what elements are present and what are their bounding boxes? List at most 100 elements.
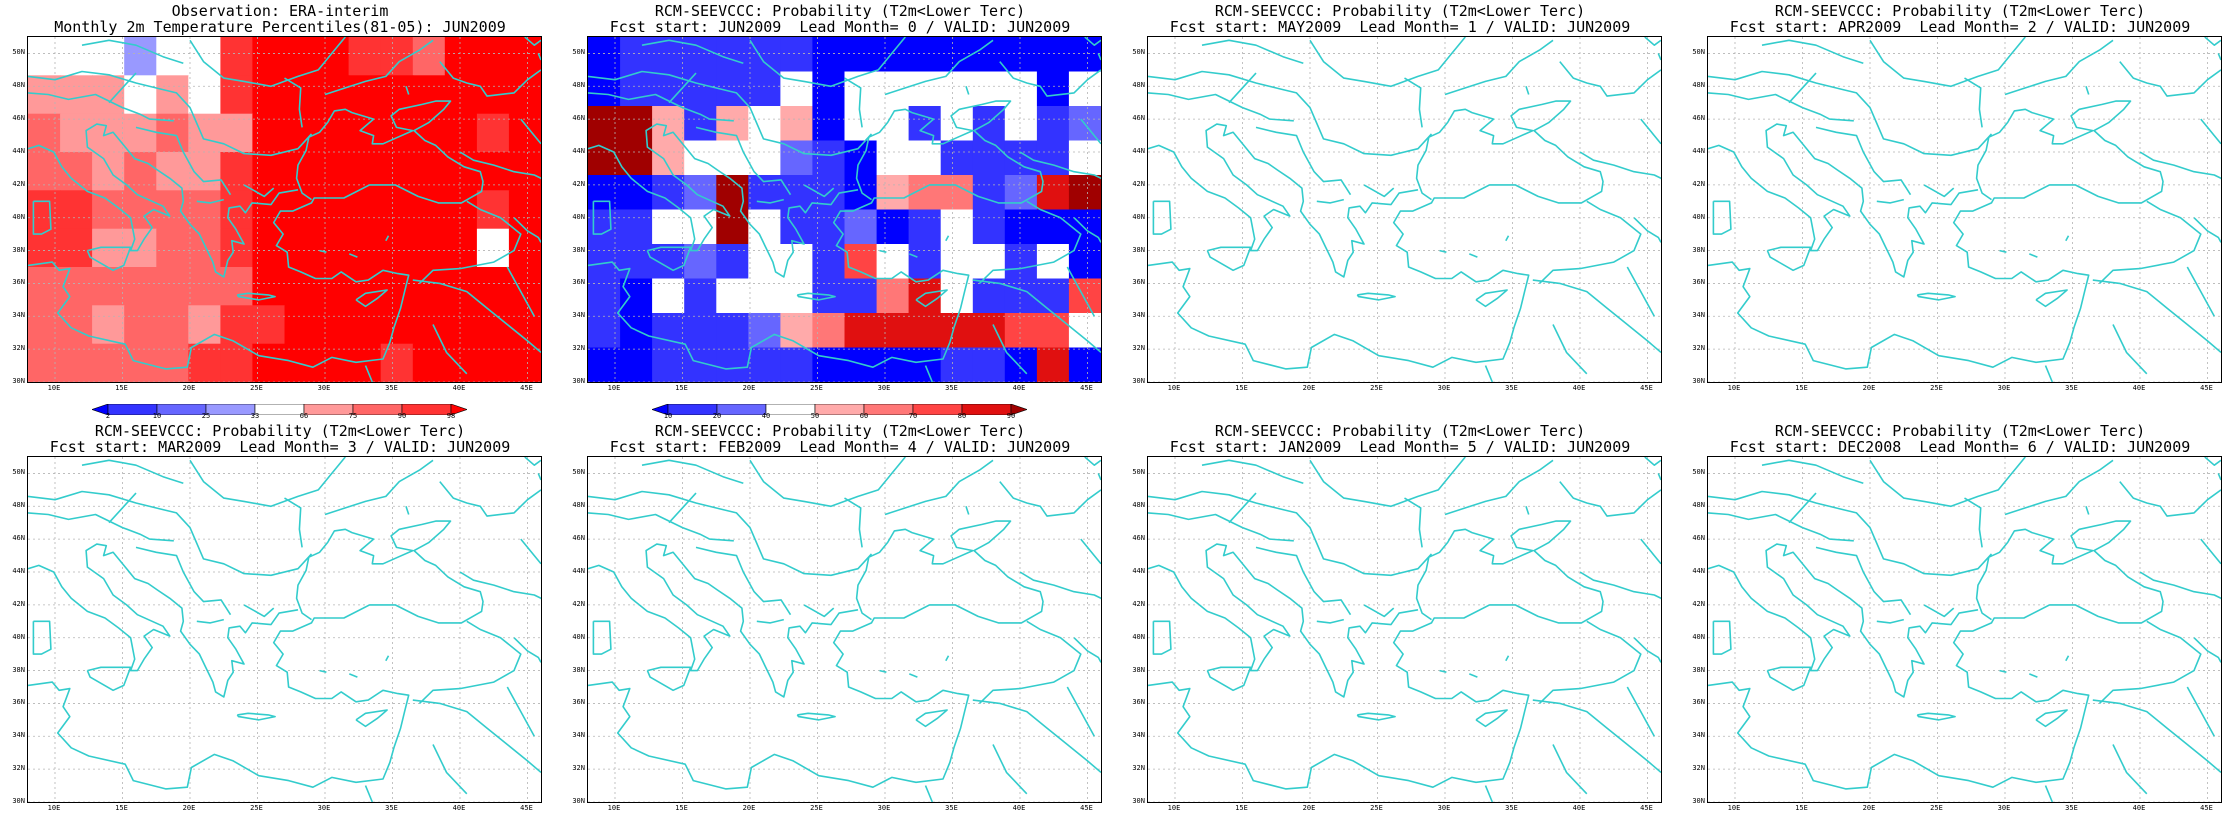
lat-tick-label: 42N <box>1692 599 1705 608</box>
lat-tick-label: 34N <box>12 311 25 320</box>
coastline <box>588 490 873 577</box>
coastline <box>319 669 327 673</box>
grid-cell <box>1004 106 1038 142</box>
coastline <box>1309 457 1466 508</box>
coastline <box>992 744 1028 795</box>
grid-cell <box>476 113 510 153</box>
lon-tick-label: 10E <box>1727 804 1741 812</box>
grid-cell <box>92 190 125 230</box>
lon-tick-label: 40E <box>452 804 466 812</box>
coastline <box>1712 200 1732 235</box>
lon-tick-label: 20E <box>182 804 196 812</box>
coastline <box>1019 151 1101 180</box>
map-area <box>27 36 542 383</box>
coastline <box>28 543 299 698</box>
map-svg <box>1708 457 2221 802</box>
lat-tick-label: 40N <box>1692 212 1705 221</box>
coastline <box>1708 92 1854 122</box>
coastline <box>1505 235 1510 242</box>
colorbar-label: 60 <box>859 412 869 420</box>
grid-cell <box>124 267 157 306</box>
grid-cell <box>476 305 510 345</box>
panel-title: RCM-SEEVCCC: Probability (T2m<Lower Terc… <box>654 422 1026 440</box>
coastline <box>1815 546 1912 616</box>
coastline <box>1579 571 1661 600</box>
lat-tick-label: 44N <box>572 147 585 155</box>
lat-tick-label: 36N <box>1692 698 1705 707</box>
grid-cell <box>620 244 653 280</box>
lat-tick-label: 50N <box>12 468 25 477</box>
lon-tick-label: 30E <box>877 804 891 812</box>
lat-tick-label: 36N <box>1692 278 1705 287</box>
grid-cell <box>188 267 221 306</box>
coastline <box>2065 235 2070 242</box>
lat-tick-label: 42N <box>1132 179 1145 188</box>
grid-cell <box>124 37 157 76</box>
lat-tick-label: 40N <box>1132 632 1145 641</box>
coastline <box>915 289 948 308</box>
colorbar-label: 98 <box>446 412 456 420</box>
coastline <box>1869 37 2026 88</box>
grid-cell <box>476 228 510 268</box>
coastline <box>2098 200 2202 284</box>
lat-tick-label: 42N <box>572 179 585 188</box>
map-panel-lead4: RCM-SEEVCCC: Probability (T2m<Lower Terc… <box>560 420 1120 840</box>
grid-cell <box>780 347 814 382</box>
coastline <box>1708 543 1979 698</box>
lon-tick-label: 20E <box>742 804 756 812</box>
grid-cell <box>972 140 1006 176</box>
grid-cell <box>1004 313 1038 349</box>
grid-cell <box>652 278 685 314</box>
grid-cell <box>812 71 846 107</box>
panel-subtitle: Fcst start: MAR2009 Lead Month= 3 / VALI… <box>49 438 511 456</box>
grid-cell <box>412 113 446 153</box>
grid-cell <box>156 190 189 230</box>
coastline <box>236 292 276 301</box>
grid-cell <box>1004 209 1038 245</box>
coastline <box>796 712 836 721</box>
coastline <box>641 39 744 65</box>
coastline <box>459 151 541 180</box>
grid-cell <box>908 71 942 107</box>
lat-tick-label: 32N <box>1692 344 1705 353</box>
grid-cell <box>124 113 157 153</box>
grid-cell <box>876 313 910 349</box>
coastline <box>1148 123 1419 278</box>
lat-tick-label: 50N <box>1132 48 1145 57</box>
map-panel-lead6: RCM-SEEVCCC: Probability (T2m<Lower Terc… <box>1680 420 2240 840</box>
coastline <box>1708 100 2164 370</box>
coastline <box>588 543 859 698</box>
panel-subtitle: Fcst start: JAN2009 Lead Month= 5 / VALI… <box>1169 438 1631 456</box>
coastline <box>1084 37 1101 46</box>
coastline <box>978 200 1082 284</box>
lon-tick-label: 10E <box>47 804 61 812</box>
lon-tick-label: 35E <box>385 384 398 392</box>
lat-tick-label: 40N <box>572 632 585 641</box>
map-svg <box>588 37 1101 382</box>
panel-title: RCM-SEEVCCC: Probability (T2m<Lower Terc… <box>1214 422 1586 440</box>
lon-tick-label: 20E <box>742 384 756 392</box>
grid-cell <box>684 71 717 107</box>
grid-cell <box>444 305 478 345</box>
coastline <box>1708 70 1993 157</box>
coastline <box>2044 785 2054 802</box>
coastline <box>2217 53 2221 61</box>
coastline <box>2065 655 2070 662</box>
coastline <box>1559 61 1661 97</box>
coastline <box>405 86 410 95</box>
lon-tick-label: 45E <box>1080 804 1093 812</box>
grid-cell <box>156 267 189 306</box>
grid-cell <box>780 37 814 73</box>
lon-tick-label: 40E <box>452 384 466 392</box>
coastline <box>2098 620 2202 704</box>
lat-tick-label: 40N <box>572 212 585 221</box>
lat-tick-label: 42N <box>12 599 25 608</box>
coastline <box>879 249 887 253</box>
lon-tick-label: 10E <box>1727 384 1741 392</box>
grid-cell <box>1068 347 1101 382</box>
coastline <box>1469 253 1478 258</box>
grid-cell <box>972 278 1006 314</box>
lat-tick-label: 30N <box>12 797 25 805</box>
lon-tick-label: 40E <box>1572 384 1586 392</box>
grid-cell <box>156 305 189 345</box>
